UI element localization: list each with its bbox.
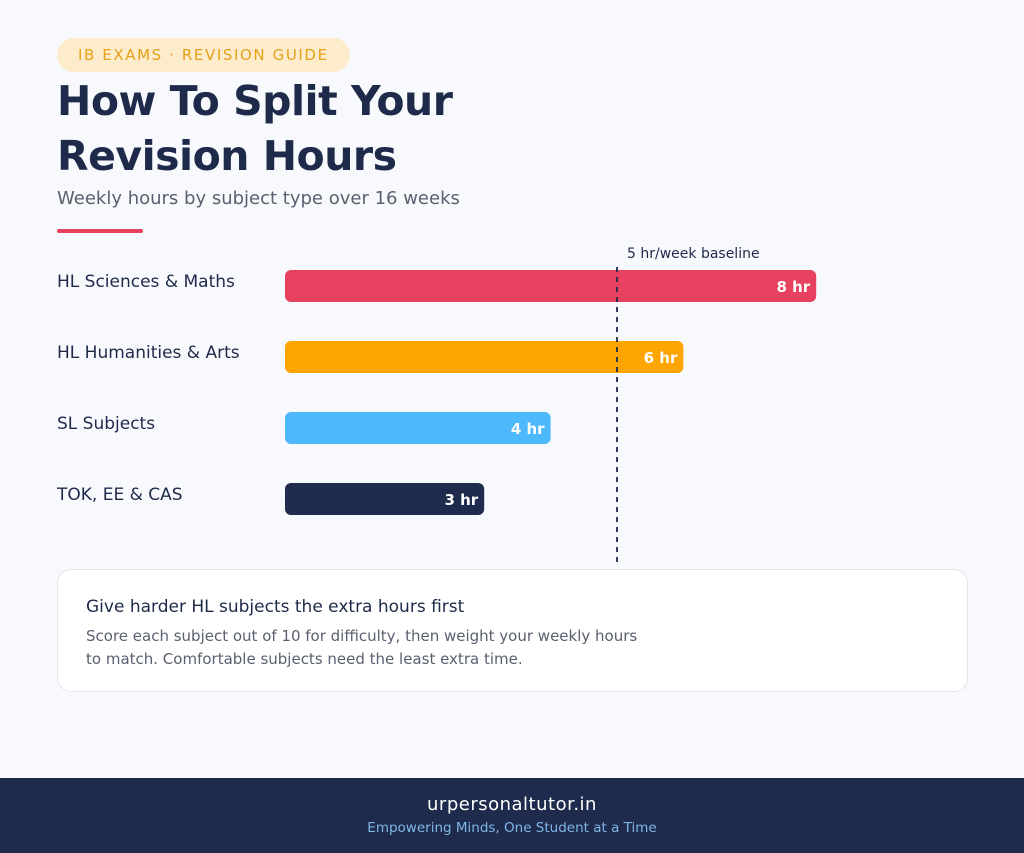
footer: urpersonaltutor.in Empowering Minds, One… xyxy=(0,778,1024,853)
tip-card: Give harder HL subjects the extra hours … xyxy=(57,569,968,692)
bar xyxy=(285,341,684,373)
page-subtitle: Weekly hours by subject type over 16 wee… xyxy=(57,188,460,209)
category-badge: IB EXAMS · REVISION GUIDE xyxy=(57,38,350,72)
footer-tagline: Empowering Minds, One Student at a Time xyxy=(367,820,657,836)
bar-value-label: 6 hr xyxy=(644,349,678,367)
category-label: HL Humanities & Arts xyxy=(57,343,240,363)
bar-value-label: 4 hr xyxy=(511,420,545,438)
category-label: SL Subjects xyxy=(57,414,155,434)
bar-value-label: 3 hr xyxy=(444,491,478,509)
bar xyxy=(285,412,551,444)
tip-title: Give harder HL subjects the extra hours … xyxy=(86,597,465,617)
category-label: HL Sciences & Maths xyxy=(57,272,235,292)
revision-hours-chart: HL Sciences & Maths 8 hr HL Humanities & A… xyxy=(56,246,817,567)
page-title: How To Split Your Revision Hours xyxy=(57,77,453,180)
accent-divider xyxy=(57,229,143,233)
bar xyxy=(285,483,485,515)
bar xyxy=(285,270,817,302)
category-label: TOK, EE & CAS xyxy=(56,485,183,505)
footer-brand: urpersonaltutor.in xyxy=(427,794,597,815)
tip-body: Score each subject out of 10 for difficu… xyxy=(86,627,638,668)
baseline-label: 5 hr/week baseline xyxy=(627,246,760,262)
bar-value-label: 8 hr xyxy=(776,278,810,296)
